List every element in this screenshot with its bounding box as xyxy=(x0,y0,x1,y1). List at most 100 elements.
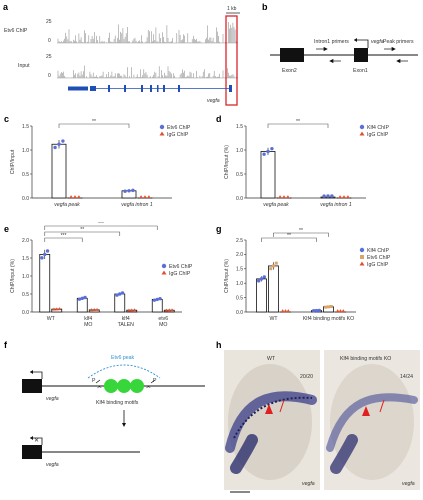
data-point xyxy=(77,297,82,301)
y-axis-label: ChIP/Input (%) xyxy=(224,259,230,293)
data-point xyxy=(40,256,44,260)
significance-label: ** xyxy=(299,228,303,234)
x-tick-label: klf4 xyxy=(122,316,130,322)
x-tick-label: klf4 xyxy=(84,316,92,322)
significance-label: ** xyxy=(80,227,84,233)
legend-marker xyxy=(159,124,165,130)
exon1-box xyxy=(354,48,368,62)
y-axis-label: ChIP/Input (%) xyxy=(10,259,16,293)
y-tick-label: 1.0 xyxy=(22,274,29,280)
x-tick-label: etv6 xyxy=(158,316,168,322)
data-point xyxy=(342,195,346,199)
y-tick-label: 1.0 xyxy=(236,281,243,287)
ko-title: Klf4 binding motifs KO xyxy=(340,356,391,362)
data-point xyxy=(170,308,174,312)
y-tick-label: 0.0 xyxy=(22,310,29,316)
significance-bracket xyxy=(267,123,329,128)
data-point xyxy=(43,252,47,257)
red-arrowhead xyxy=(265,404,273,414)
y-tick-label: 0.5 xyxy=(22,292,29,298)
y-tick-label: 0.0 xyxy=(22,196,29,202)
track-max: 25 xyxy=(46,54,52,60)
data-point xyxy=(57,142,61,146)
bar xyxy=(260,151,276,199)
y-tick-label: 1.5 xyxy=(236,124,243,130)
data-point xyxy=(139,195,143,199)
data-point xyxy=(338,195,342,199)
data-point xyxy=(259,277,264,281)
data-point xyxy=(53,145,57,150)
gene-model xyxy=(68,85,232,92)
data-point xyxy=(324,305,328,309)
legend-marker xyxy=(159,131,165,136)
legend-marker xyxy=(161,263,167,269)
y-tick-label: 1.0 xyxy=(22,148,29,154)
data-point xyxy=(329,305,333,309)
legend-marker xyxy=(359,124,365,130)
y-tick-label: 1.5 xyxy=(236,267,243,273)
panel-label: a xyxy=(3,2,9,12)
data-point xyxy=(118,292,122,296)
y-tick-label: 1.5 xyxy=(22,256,29,262)
klf4-motifs-label: Klf4 binding motifs xyxy=(96,400,139,406)
x-tick-label: vegfa intron 1 xyxy=(320,202,352,208)
primer-arrows xyxy=(316,46,408,64)
data-point xyxy=(158,296,162,301)
significance-bracket xyxy=(58,123,130,128)
panel-label: e xyxy=(4,224,9,234)
y-axis-label: ChIP/Input xyxy=(10,149,16,174)
track-min: 0 xyxy=(48,73,51,79)
bar xyxy=(39,254,51,313)
y-axis-label: ChIP/Input (%) xyxy=(224,145,230,179)
chart-panel-d: d 0.0 0.5 1.0 1.5 ChIP/Input (%) Klf4 ChIPIgG … xyxy=(216,114,389,208)
data-point xyxy=(45,249,50,253)
data-point xyxy=(92,308,97,312)
y-tick-label: 2.0 xyxy=(22,238,29,244)
y-tick-label: 2.5 xyxy=(236,238,243,244)
peak-highlight-box xyxy=(225,15,238,106)
legend-label: IgG ChIP xyxy=(167,132,189,138)
svg-text:✕: ✕ xyxy=(34,438,39,444)
data-point xyxy=(280,309,285,313)
data-point xyxy=(314,308,319,313)
panel-label: c xyxy=(4,114,9,124)
data-point xyxy=(283,309,288,313)
panel-b: b Exon2 Exon1 vegfa Intron1 primers Peak… xyxy=(262,2,418,74)
primer-marker: P xyxy=(153,378,157,384)
data-point xyxy=(269,267,273,271)
data-point xyxy=(335,309,340,313)
panel-label: g xyxy=(216,224,222,234)
wt-count: 20/20 xyxy=(300,374,313,380)
track-min: 0 xyxy=(48,38,51,44)
data-point xyxy=(262,152,266,156)
data-point xyxy=(83,295,87,300)
embryo-image-wt xyxy=(224,350,320,490)
data-point xyxy=(155,297,159,302)
legend-label: Etv6 ChIP xyxy=(169,264,193,270)
data-point xyxy=(52,307,56,311)
data-point xyxy=(132,308,137,312)
significance-label: *** xyxy=(61,233,67,239)
wt-title: WT xyxy=(267,356,276,362)
intron-primers-label: Intron1 primers xyxy=(314,39,349,45)
data-point xyxy=(262,275,266,279)
significance-bracket xyxy=(44,225,158,230)
data-point xyxy=(341,309,346,313)
data-point xyxy=(123,189,127,193)
x-tick-label: TALEN xyxy=(118,322,135,328)
data-point xyxy=(127,308,131,312)
data-point xyxy=(274,261,278,265)
data-point xyxy=(272,264,275,268)
etv6-peak-arc xyxy=(87,364,161,379)
y-tick-label: 0.5 xyxy=(236,295,243,301)
data-point xyxy=(89,308,94,312)
chart-panel-g: g 0.0 0.5 1.0 1.5 2.0 2.5 ChIP/Input (%) Klf4 Ch… xyxy=(216,224,391,322)
legend-marker xyxy=(359,261,365,266)
gene-label-top: vegfa xyxy=(46,396,59,402)
exon1-label: Exon1 xyxy=(353,68,368,74)
legend-label: Etv6 ChIP xyxy=(367,255,391,261)
data-point xyxy=(57,307,62,311)
significance-bracket xyxy=(44,231,121,236)
data-point xyxy=(326,194,330,198)
